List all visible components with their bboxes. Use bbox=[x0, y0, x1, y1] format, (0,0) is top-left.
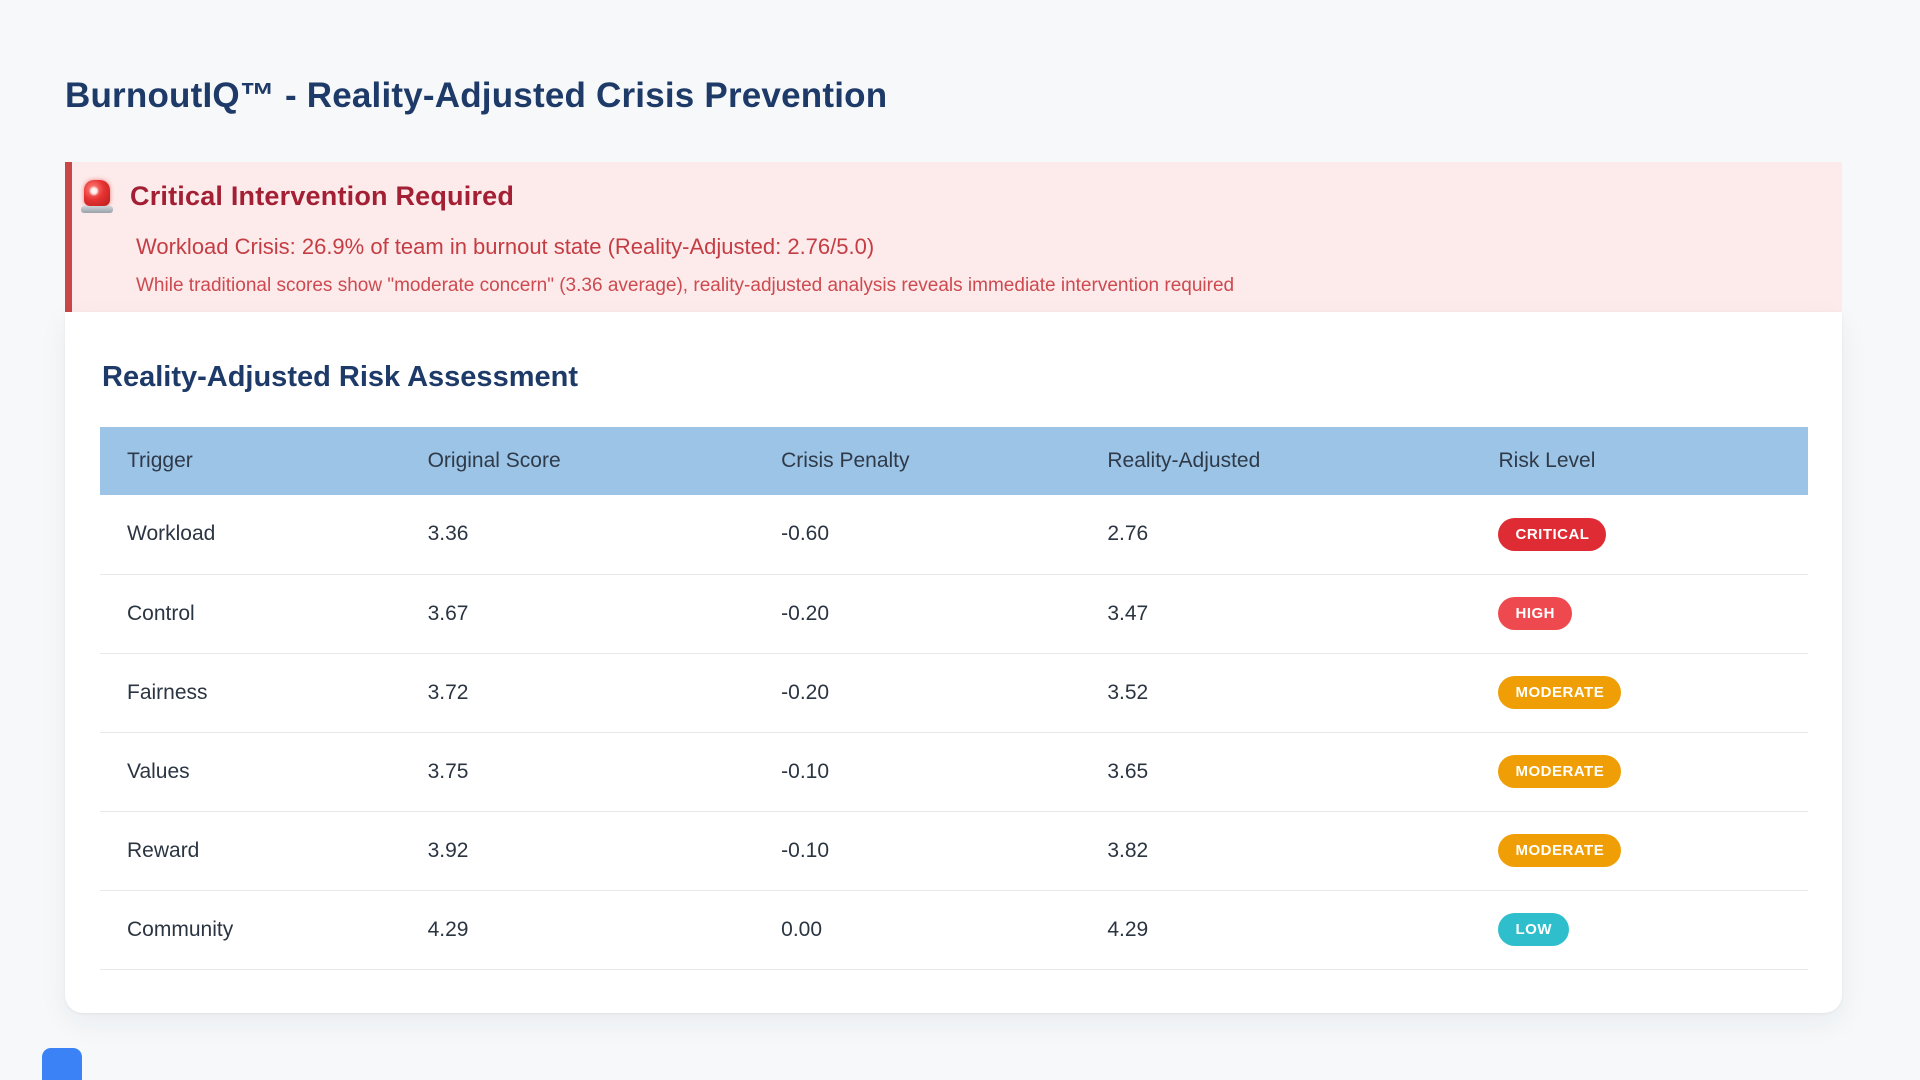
reality-adjusted-cell: 3.82 bbox=[1080, 811, 1472, 891]
original-score-cell: 4.29 bbox=[400, 890, 755, 970]
trigger-cell: Control bbox=[100, 574, 401, 654]
reality-adjusted-cell: 3.65 bbox=[1080, 732, 1472, 812]
critical-alert-banner: Critical Intervention Required Workload … bbox=[65, 162, 1842, 312]
table-row: Reward 3.92 -0.10 3.82 MODERATE bbox=[100, 811, 1808, 891]
risk-level-badge: HIGH bbox=[1498, 597, 1572, 630]
trigger-cell: Fairness bbox=[100, 653, 401, 733]
original-score-cell: 3.75 bbox=[400, 732, 755, 812]
column-header-risk-level: Risk Level bbox=[1471, 427, 1808, 495]
original-score-cell: 3.67 bbox=[400, 574, 755, 654]
reality-adjusted-cell: 3.52 bbox=[1080, 653, 1472, 733]
trigger-cell: Values bbox=[100, 732, 401, 812]
page-title: BurnoutIQ™ - Reality-Adjusted Crisis Pre… bbox=[65, 76, 888, 115]
page: BurnoutIQ™ - Reality-Adjusted Crisis Pre… bbox=[65, 76, 1842, 1013]
reality-adjusted-cell: 4.29 bbox=[1080, 890, 1472, 970]
risk-level-badge: MODERATE bbox=[1498, 676, 1622, 709]
original-score-cell: 3.36 bbox=[400, 495, 755, 575]
reality-adjusted-cell: 2.76 bbox=[1080, 495, 1472, 575]
trigger-cell: Reward bbox=[100, 811, 401, 891]
risk-assessment-card: Reality-Adjusted Risk Assessment Trigger… bbox=[65, 312, 1842, 1013]
column-header-crisis-penalty: Crisis Penalty bbox=[754, 427, 1081, 495]
crisis-penalty-cell: -0.20 bbox=[754, 653, 1081, 733]
crisis-penalty-cell: -0.10 bbox=[754, 732, 1081, 812]
risk-level-badge: MODERATE bbox=[1498, 755, 1622, 788]
risk-table: Trigger Original Score Crisis Penalty Re… bbox=[100, 427, 1808, 970]
risk-level-badge: LOW bbox=[1498, 913, 1569, 946]
alert-message-primary: Workload Crisis: 26.9% of team in burnou… bbox=[136, 234, 875, 259]
risk-level-badge: CRITICAL bbox=[1498, 517, 1607, 551]
table-row: Fairness 3.72 -0.20 3.52 MODERATE bbox=[100, 653, 1808, 733]
alert-title: Critical Intervention Required bbox=[130, 180, 515, 211]
table-row: Community 4.29 0.00 4.29 LOW bbox=[100, 890, 1808, 970]
trigger-cell: Community bbox=[100, 890, 401, 970]
column-header-trigger: Trigger bbox=[100, 427, 401, 495]
table-row: Control 3.67 -0.20 3.47 HIGH bbox=[100, 574, 1808, 654]
section-heading: Reality-Adjusted Risk Assessment bbox=[102, 361, 578, 393]
alert-header: Critical Intervention Required bbox=[78, 176, 1818, 216]
table-row: Values 3.75 -0.10 3.65 MODERATE bbox=[100, 732, 1808, 812]
crisis-penalty-cell: -0.60 bbox=[754, 495, 1081, 575]
siren-light-icon bbox=[78, 178, 116, 214]
crisis-penalty-cell: -0.20 bbox=[754, 574, 1081, 654]
alert-message-secondary: While traditional scores show "moderate … bbox=[136, 275, 1235, 296]
floating-action-button[interactable] bbox=[42, 1048, 82, 1080]
original-score-cell: 3.72 bbox=[400, 653, 755, 733]
crisis-penalty-cell: -0.10 bbox=[754, 811, 1081, 891]
risk-level-badge: MODERATE bbox=[1498, 834, 1622, 867]
column-header-reality-adjusted: Reality-Adjusted bbox=[1080, 427, 1472, 495]
crisis-penalty-cell: 0.00 bbox=[754, 890, 1081, 970]
trigger-cell: Workload bbox=[100, 495, 401, 575]
table-row: Workload 3.36 -0.60 2.76 CRITICAL bbox=[100, 495, 1808, 575]
column-header-original-score: Original Score bbox=[400, 427, 755, 495]
reality-adjusted-cell: 3.47 bbox=[1080, 574, 1472, 654]
original-score-cell: 3.92 bbox=[400, 811, 755, 891]
table-header-row: Trigger Original Score Crisis Penalty Re… bbox=[100, 427, 1808, 495]
